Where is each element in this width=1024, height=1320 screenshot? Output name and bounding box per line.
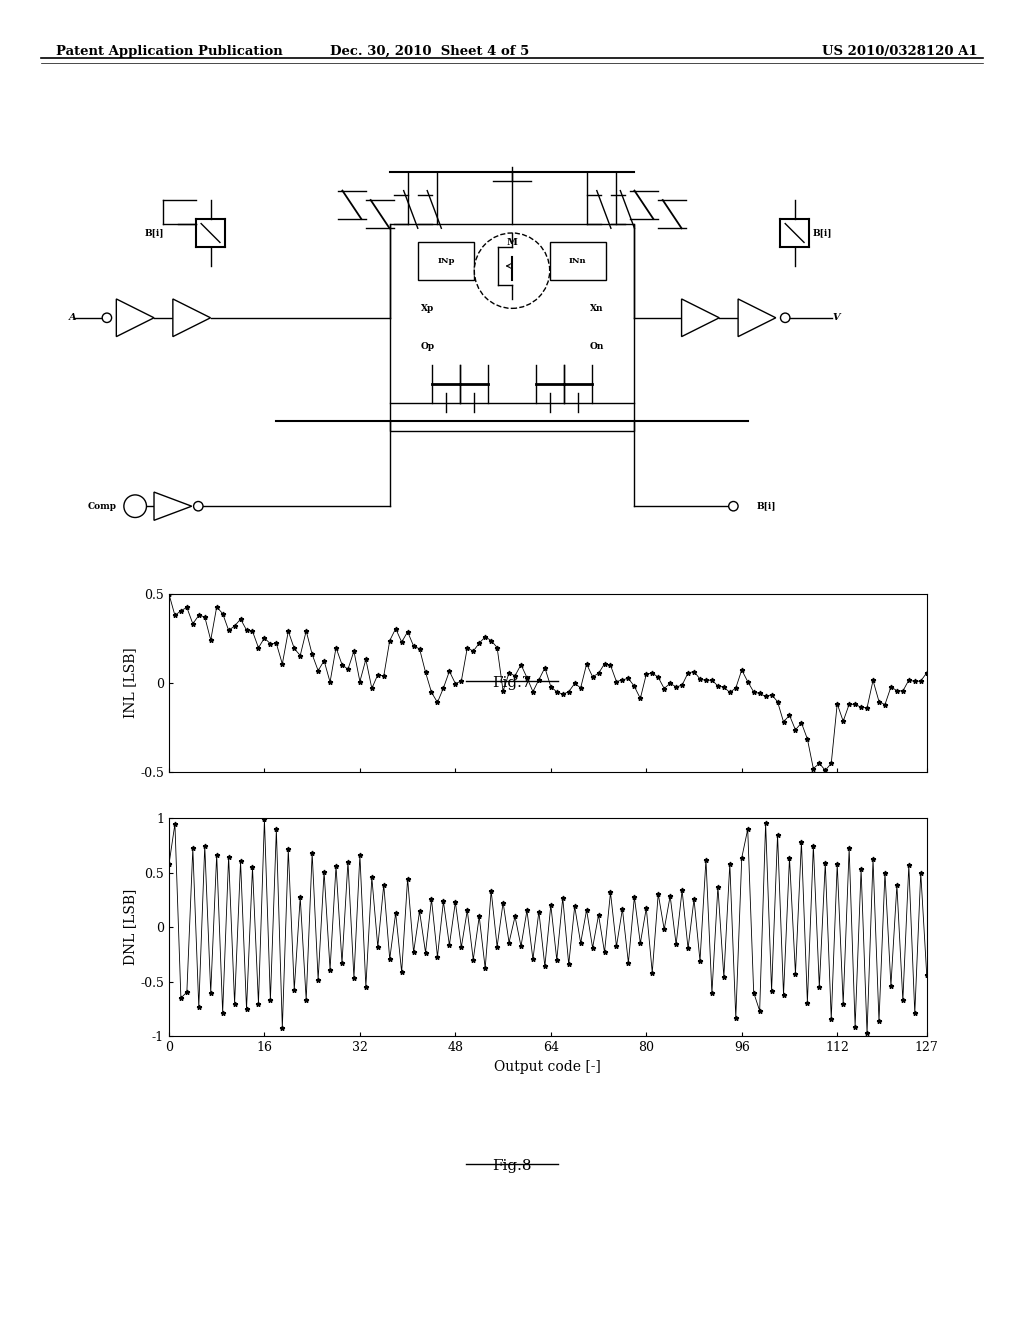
Polygon shape [154, 492, 191, 520]
Text: On: On [590, 342, 604, 351]
Y-axis label: INL [LSB]: INL [LSB] [124, 648, 137, 718]
Text: Dec. 30, 2010  Sheet 4 of 5: Dec. 30, 2010 Sheet 4 of 5 [331, 45, 529, 58]
Text: Fig.8: Fig.8 [493, 1159, 531, 1173]
Circle shape [474, 234, 550, 309]
Y-axis label: DNL [LSB]: DNL [LSB] [124, 890, 137, 965]
Circle shape [729, 502, 738, 511]
Text: Comp: Comp [88, 502, 117, 511]
Text: B[i]: B[i] [757, 502, 776, 511]
Text: Op: Op [420, 342, 434, 351]
Circle shape [194, 502, 203, 511]
Text: INp: INp [437, 257, 455, 265]
Text: Xp: Xp [421, 304, 434, 313]
Text: V: V [833, 313, 840, 322]
X-axis label: Output code [-]: Output code [-] [495, 1060, 601, 1073]
Text: Fig.7: Fig.7 [493, 676, 531, 690]
Bar [418, 243, 474, 280]
Text: US 2010/0328120 A1: US 2010/0328120 A1 [822, 45, 978, 58]
Polygon shape [682, 298, 719, 337]
Text: INn: INn [569, 257, 587, 265]
Circle shape [780, 313, 790, 322]
Bar [389, 223, 635, 430]
Polygon shape [738, 298, 776, 337]
Bar [550, 243, 606, 280]
Text: Xn: Xn [590, 304, 603, 313]
Text: B[i]: B[i] [813, 228, 833, 238]
Text: B[i]: B[i] [144, 228, 164, 238]
Text: A: A [70, 313, 77, 322]
Polygon shape [117, 298, 154, 337]
Polygon shape [173, 298, 211, 337]
Text: Patent Application Publication: Patent Application Publication [56, 45, 283, 58]
Circle shape [124, 495, 146, 517]
Text: M: M [507, 238, 517, 247]
Circle shape [102, 313, 112, 322]
